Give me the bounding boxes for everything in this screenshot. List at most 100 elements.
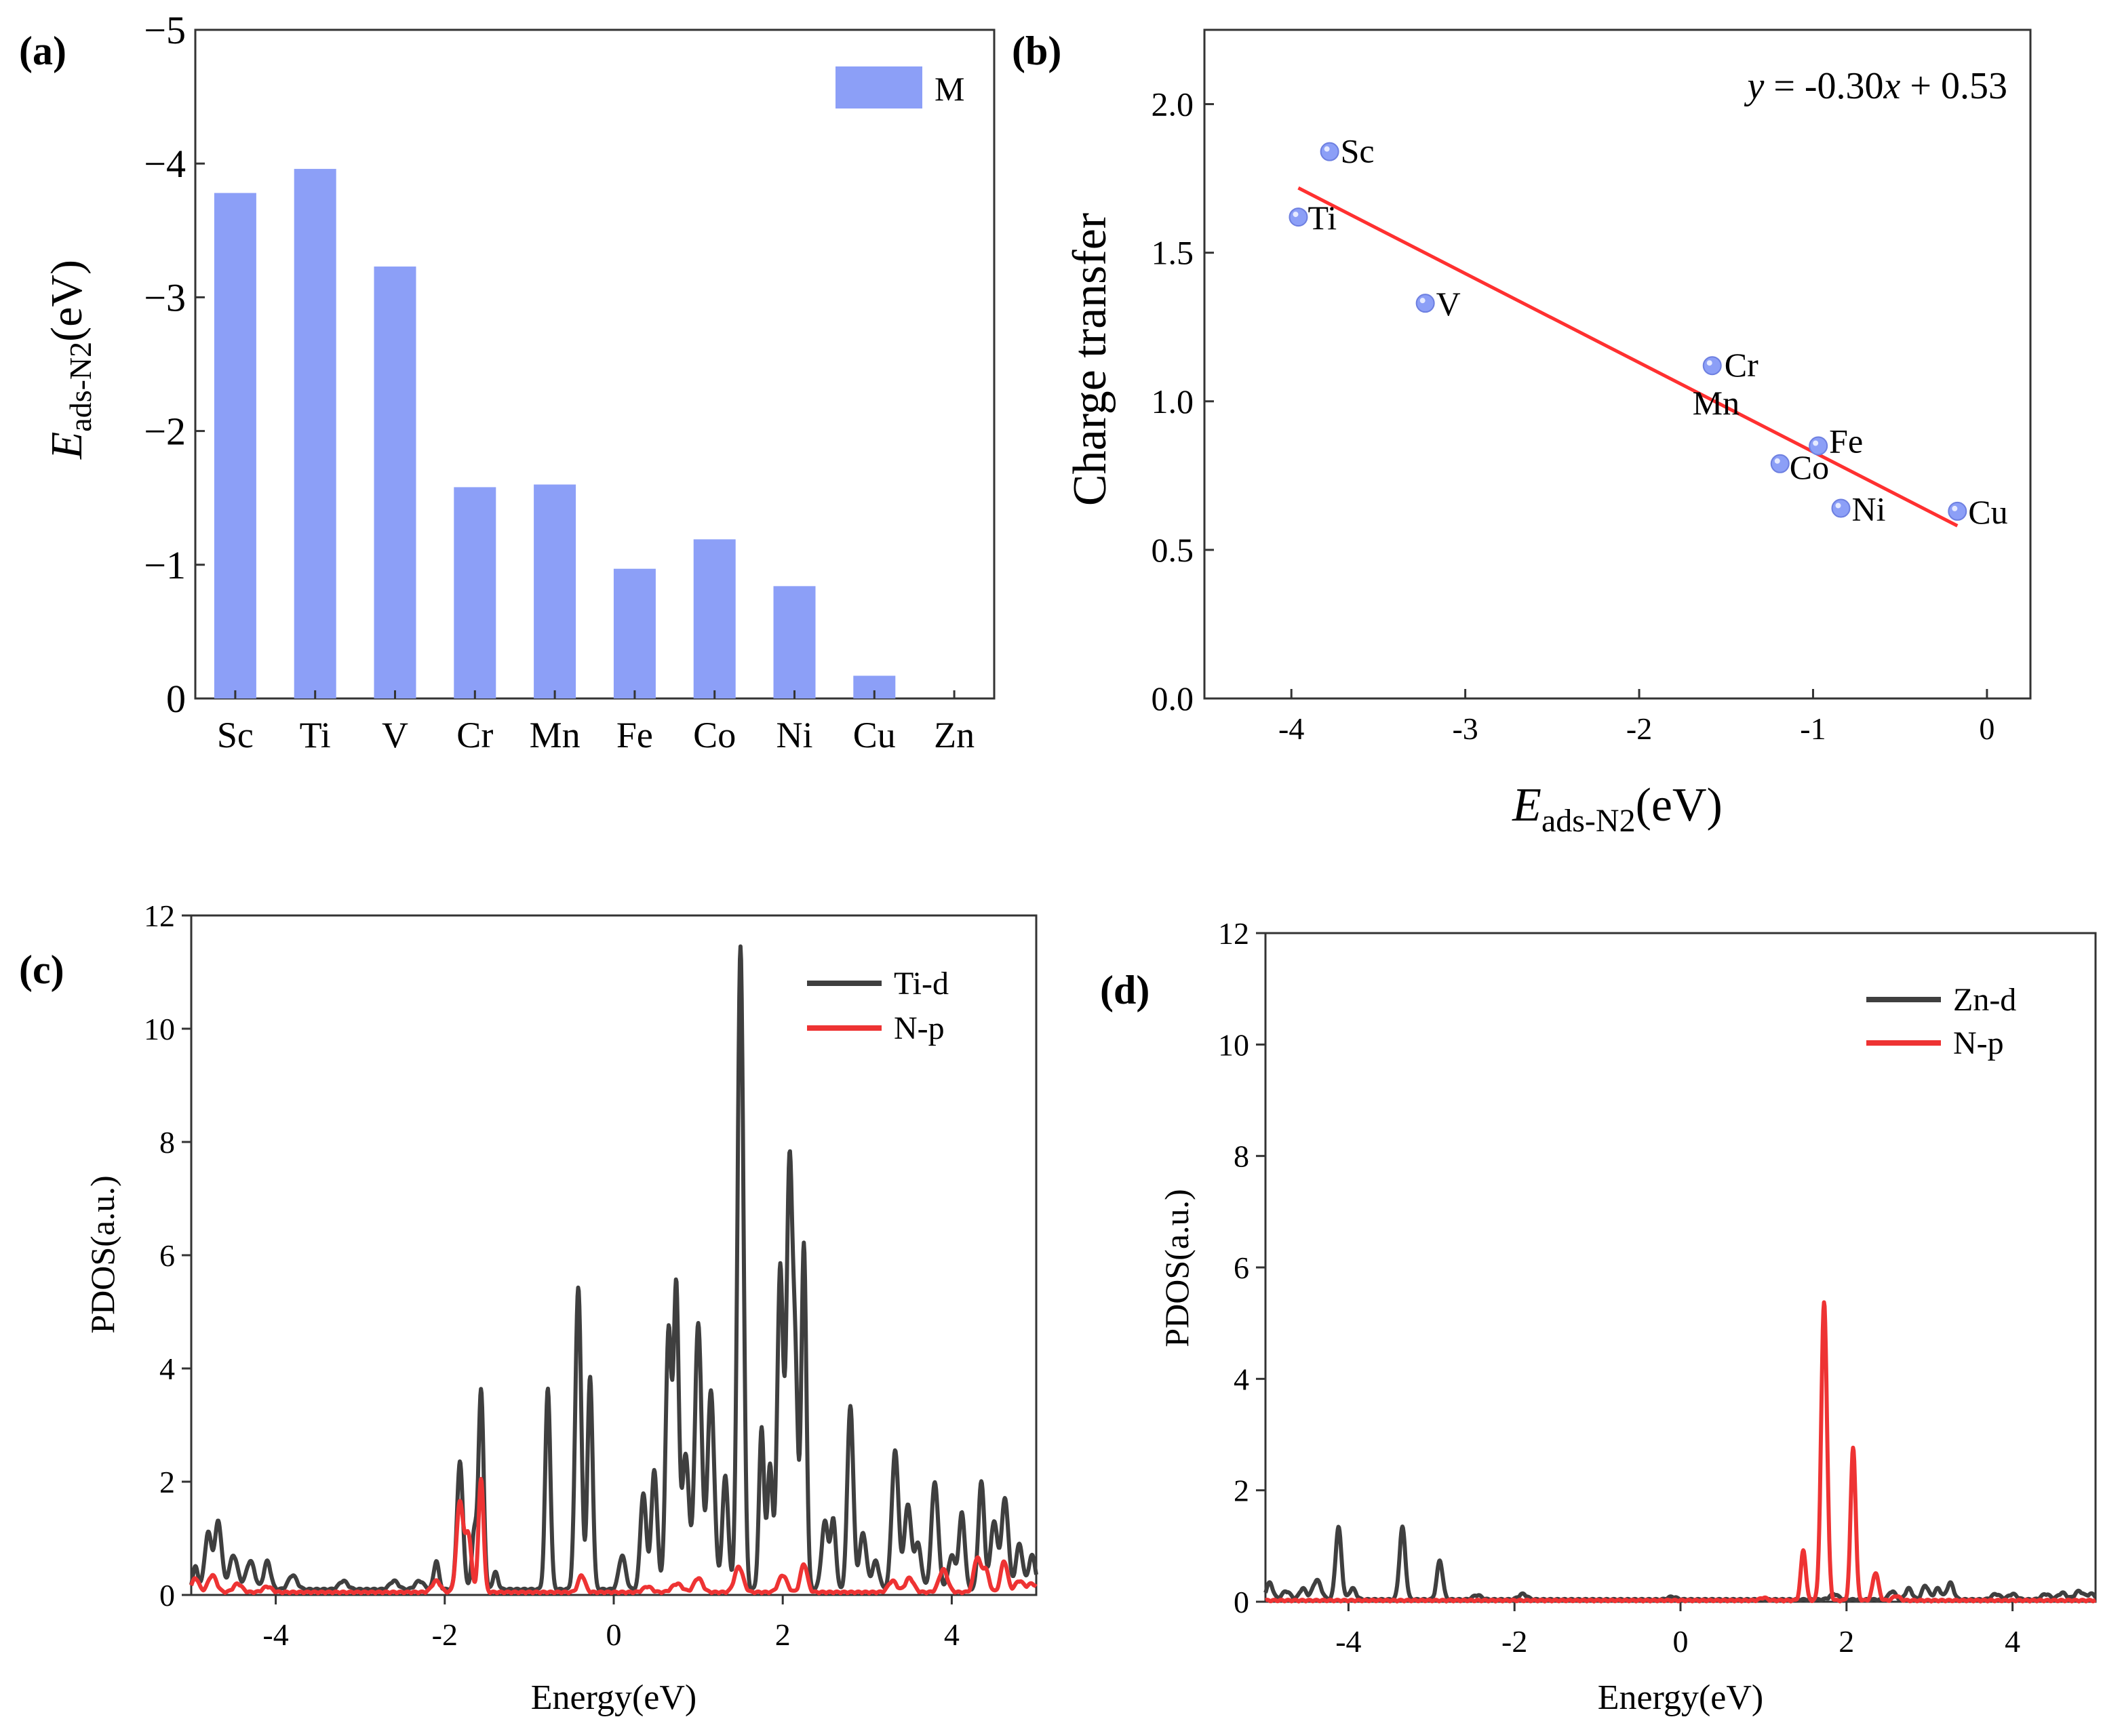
panel-a-legend: M	[836, 66, 964, 108]
panel-c: (c) -4 -2 0 2 4 0 2 4 6 8 10 12 PDOS(a.u.) Energy(e…	[19, 899, 1038, 1717]
panel-b-point-sc	[1320, 142, 1339, 161]
panel-a-bar-fe	[613, 568, 656, 698]
panel-c-line-ti-d	[189, 944, 1038, 1593]
panel-c-x-tick-label: 4	[944, 1617, 960, 1652]
panel-a-y-tick-label: −3	[144, 275, 186, 319]
panel-b-y-tick-label: 1.0	[1152, 382, 1194, 420]
panel-d-legend-label-2: N-p	[1953, 1025, 2004, 1061]
panel-c-line-n-p	[189, 1477, 1038, 1596]
panel-d-legend-label-1: Zn-d	[1953, 982, 2016, 1018]
panel-b-point-ti	[1289, 208, 1308, 227]
panel-a-x-tick-label: Ti	[300, 715, 331, 755]
panel-a-x-tick-label: Cu	[853, 715, 896, 755]
panel-b-y-tick-label: 2.0	[1152, 85, 1194, 123]
panel-a-x-tick-label: Mn	[530, 715, 581, 755]
panel-b-y-tick-label: 0.0	[1152, 679, 1194, 717]
panel-d-line-zn-d	[1263, 1524, 2098, 1603]
panel-b-fit-line-group	[1297, 186, 1959, 528]
panel-a-y-tick-label: 0	[166, 677, 186, 721]
panel-d-lines	[1263, 1300, 2098, 1604]
panel-b-point-label-sc: Sc	[1341, 132, 1375, 170]
panel-a-bar-co	[693, 539, 736, 698]
panel-d-x-tick-label: -2	[1501, 1624, 1527, 1659]
panel-b-x-tick-label: 0	[1979, 711, 1994, 746]
panel-b-x-tick-label: -1	[1800, 711, 1826, 746]
panel-d-ticks: -4 -2 0 2 4 0 2 4 6 8 10 12	[1218, 916, 2020, 1659]
panel-a-x-tick-label: Fe	[616, 715, 653, 755]
panel-c-lines	[189, 944, 1038, 1596]
panel-c-x-tick-label: -4	[262, 1617, 288, 1652]
panel-d-y-tick-label: 2	[1234, 1474, 1249, 1508]
panel-a-y-axis-label: Eads-N2(eV)	[42, 260, 98, 460]
panel-c-y-tick-label: 8	[159, 1125, 175, 1160]
panel-d-legend: Zn-d N-p	[1866, 982, 2016, 1061]
panel-a-plot-frame	[194, 28, 996, 700]
panel-a: (a) 0 −1 −2 −3 −4 −5 Sc Ti V Cr Mn Fe Co Ni Cu Zn Eads…	[19, 8, 996, 755]
panel-a-x-tick-labels: Sc Ti V Cr Mn Fe Co Ni Cu Zn	[217, 690, 975, 755]
panel-b-point-label-ni: Ni	[1852, 490, 1886, 528]
panel-b-ticks: -4 -3 -2 -1 0 0.0 0.5 1.0 1.5 2.0	[1152, 85, 1995, 746]
panel-b-point-co	[1770, 454, 1790, 473]
panel-a-y-ticks: 0 −1 −2 −3 −4 −5	[144, 8, 205, 721]
panel-b-point-label-fe: Fe	[1829, 422, 1863, 460]
panel-c-legend: Ti-d N-p	[807, 966, 949, 1046]
panel-c-label: (c)	[19, 947, 64, 992]
panel-d-y-tick-label: 10	[1218, 1027, 1249, 1062]
panel-c-x-tick-label: 2	[775, 1617, 791, 1652]
panel-d-x-tick-label: -4	[1335, 1624, 1361, 1659]
panel-a-label: (a)	[19, 28, 66, 73]
panel-b-y-axis-label: Charge transfer	[1064, 213, 1116, 506]
panel-a-x-tick-label: Cr	[456, 715, 493, 755]
panel-b-x-tick-label: -4	[1278, 711, 1304, 746]
panel-b-x-axis-label: Eads-N2(eV)	[1512, 779, 1723, 839]
panel-b-point-v	[1415, 294, 1435, 313]
panel-b-point-highlight	[1324, 146, 1330, 152]
panel-c-ticks: -4 -2 0 2 4 0 2 4 6 8 10 12	[144, 899, 960, 1652]
panel-a-x-tick-label: Ni	[777, 715, 813, 755]
panel-c-legend-label-1: Ti-d	[894, 966, 949, 1002]
panel-d-y-tick-label: 8	[1234, 1139, 1249, 1174]
panel-a-x-tick-label: Zn	[934, 715, 975, 755]
panel-d-x-tick-label: 0	[1673, 1624, 1689, 1659]
panel-a-y-tick-label: −4	[144, 142, 186, 186]
panel-b-point-highlight	[1774, 458, 1780, 464]
panel-c-legend-label-2: N-p	[894, 1010, 945, 1046]
panel-b-y-tick-label: 1.5	[1152, 234, 1194, 272]
panel-b-point-cu	[1948, 501, 1967, 521]
panel-b-equation: y = -0.30x + 0.53	[1744, 65, 2007, 107]
panel-b-point-highlight	[1706, 360, 1712, 366]
panel-d-x-tick-label: 4	[2005, 1624, 2020, 1659]
panel-a-x-tick-label: Sc	[217, 715, 254, 755]
panel-b-point-label-mn: Mn	[1693, 384, 1740, 422]
panel-c-y-tick-label: 2	[159, 1465, 175, 1499]
panel-d: (d) -4 -2 0 2 4 0 2 4 6 8 10 12 PDOS(a.u.) Energy(e…	[1100, 916, 2098, 1717]
panel-a-legend-swatch	[836, 66, 922, 108]
panel-a-y-tick-label: −2	[144, 410, 186, 454]
panel-b-point-label-cr: Cr	[1725, 346, 1758, 384]
panel-b-point-label-v: V	[1436, 285, 1461, 323]
panel-d-y-tick-label: 6	[1234, 1250, 1249, 1285]
panel-d-line-n-p	[1263, 1300, 2098, 1604]
panel-a-y-tick-label: −1	[144, 543, 186, 587]
panel-d-y-axis-label: PDOS(a.u.)	[1158, 1189, 1196, 1347]
panel-a-bar-v	[374, 267, 416, 698]
panel-c-y-axis-label: PDOS(a.u.)	[83, 1175, 121, 1333]
panel-b-label: (b)	[1012, 28, 1061, 73]
panel-b-x-tick-label: -2	[1626, 711, 1652, 746]
panel-b-point-label-co: Co	[1790, 448, 1829, 486]
panel-b-point-highlight	[1835, 502, 1841, 509]
panel-a-bar-ti	[294, 169, 336, 698]
panel-a-x-tick-label: V	[382, 715, 408, 755]
panel-c-y-tick-label: 0	[159, 1578, 175, 1613]
panel-c-x-tick-label: -2	[432, 1617, 458, 1652]
panel-b-y-tick-label: 0.5	[1152, 531, 1194, 569]
panel-a-x-tick-label: Co	[693, 715, 736, 755]
panel-a-bar-ni	[773, 586, 816, 698]
panel-c-y-tick-label: 6	[159, 1238, 175, 1273]
panel-b-point-highlight	[1419, 298, 1426, 304]
panel-b-x-tick-label: -3	[1452, 711, 1478, 746]
panel-b-plot-frame	[1203, 28, 2032, 700]
panel-d-label: (d)	[1100, 968, 1149, 1012]
